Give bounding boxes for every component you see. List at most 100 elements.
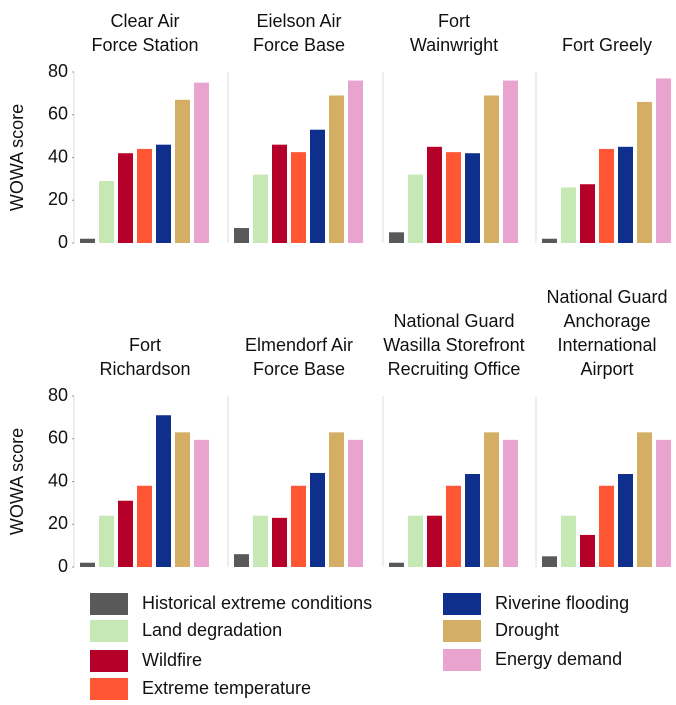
- legend-swatch: [443, 620, 481, 642]
- bar: [272, 144, 287, 243]
- bar: [427, 515, 442, 567]
- bar: [446, 485, 461, 567]
- bar: [291, 152, 306, 243]
- bar: [80, 238, 95, 243]
- panel-title: Fort: [438, 11, 470, 31]
- y-tick-label: 60: [48, 428, 68, 448]
- y-axis-label: WOWA score: [7, 428, 27, 535]
- bar: [329, 95, 344, 243]
- bar: [234, 228, 249, 243]
- bar: [389, 232, 404, 243]
- panel-title: Eielson Air: [256, 11, 341, 31]
- bar: [408, 174, 423, 243]
- panel-title: Fort Greely: [562, 35, 652, 55]
- bar: [118, 500, 133, 567]
- legend-label: Wildfire: [142, 650, 202, 670]
- bar: [99, 181, 114, 243]
- y-tick-label: 80: [48, 61, 68, 81]
- panel-title: Airport: [580, 359, 633, 379]
- bar: [348, 80, 363, 243]
- y-tick-label: 40: [48, 146, 68, 166]
- panel-title: Wainwright: [410, 35, 498, 55]
- bar: [484, 95, 499, 243]
- bar: [503, 439, 518, 567]
- bar: [408, 515, 423, 567]
- bar: [465, 153, 480, 243]
- bar: [156, 144, 171, 243]
- legend-label: Historical extreme conditions: [142, 593, 372, 613]
- legend-label: Extreme temperature: [142, 678, 311, 698]
- panel-title: National Guard: [393, 311, 514, 331]
- bar: [542, 238, 557, 243]
- legend-swatch: [90, 650, 128, 672]
- y-tick-label: 20: [48, 189, 68, 209]
- panel-title: National Guard: [546, 287, 667, 307]
- bar: [234, 554, 249, 567]
- bar: [580, 184, 595, 243]
- y-axis-label: WOWA score: [7, 104, 27, 211]
- bar: [561, 515, 576, 567]
- bar: [503, 80, 518, 243]
- bar: [194, 82, 209, 243]
- bar: [637, 101, 652, 243]
- bar: [427, 146, 442, 243]
- bar: [580, 534, 595, 567]
- panel-title: International: [557, 335, 656, 355]
- bar: [80, 562, 95, 567]
- panel-title: Clear Air: [110, 11, 179, 31]
- bar: [446, 152, 461, 243]
- bar: [253, 174, 268, 243]
- bar: [253, 515, 268, 567]
- bar: [542, 556, 557, 567]
- bar: [484, 432, 499, 567]
- y-tick-label: 20: [48, 513, 68, 533]
- y-tick-label: 60: [48, 104, 68, 124]
- panel-title: Wasilla Storefront: [383, 335, 524, 355]
- bar: [618, 146, 633, 243]
- panel-title: Richardson: [99, 359, 190, 379]
- bar: [194, 439, 209, 567]
- bar: [310, 472, 325, 567]
- legend-swatch: [90, 593, 128, 615]
- bar: [656, 439, 671, 567]
- bar: [599, 148, 614, 243]
- bar: [118, 153, 133, 243]
- legend-label: Land degradation: [142, 620, 282, 640]
- bar: [156, 415, 171, 567]
- bar: [291, 485, 306, 567]
- bar: [618, 474, 633, 567]
- bar: [310, 129, 325, 243]
- legend-swatch: [443, 649, 481, 671]
- bar: [272, 517, 287, 567]
- legend-swatch: [90, 620, 128, 642]
- panel-title: Force Base: [253, 35, 345, 55]
- bar: [599, 485, 614, 567]
- legend-label: Riverine flooding: [495, 593, 629, 613]
- bar: [137, 485, 152, 567]
- bar: [175, 432, 190, 567]
- bar: [348, 439, 363, 567]
- y-tick-label: 40: [48, 470, 68, 490]
- bar: [99, 515, 114, 567]
- y-tick-label: 0: [58, 232, 68, 252]
- legend-label: Drought: [495, 620, 559, 640]
- bar: [175, 99, 190, 243]
- y-tick-label: 0: [58, 556, 68, 576]
- panel-title: Recruiting Office: [388, 359, 521, 379]
- bar: [561, 187, 576, 243]
- panel-title: Anchorage: [563, 311, 650, 331]
- panel-title: Force Station: [91, 35, 198, 55]
- bar: [465, 474, 480, 567]
- legend-label: Energy demand: [495, 649, 622, 669]
- bar: [329, 432, 344, 567]
- bar: [656, 78, 671, 243]
- legend-swatch: [90, 678, 128, 700]
- panel-title: Force Base: [253, 359, 345, 379]
- bar: [637, 432, 652, 567]
- y-tick-label: 80: [48, 385, 68, 405]
- bar: [137, 148, 152, 243]
- legend-swatch: [443, 593, 481, 615]
- panel-title: Elmendorf Air: [245, 335, 353, 355]
- bar: [389, 562, 404, 567]
